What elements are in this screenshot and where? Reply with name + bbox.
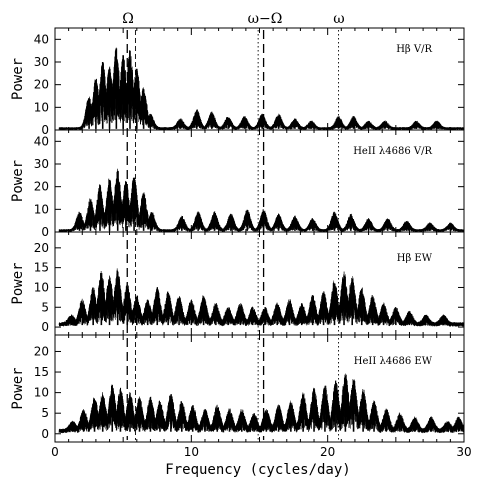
y-tick-label: 30 — [34, 55, 49, 69]
y-tick-label: 40 — [34, 134, 49, 148]
periodogram-series — [58, 168, 464, 232]
y-tick-label: 20 — [34, 78, 49, 92]
y-tick-label: 0 — [41, 427, 49, 441]
periodogram-series — [58, 47, 464, 130]
x-axis-title: Frequency (cycles/day) — [165, 462, 350, 478]
panel-label: HeII λ4686 V/R — [353, 146, 432, 157]
panel-label: HeII λ4686 EW — [354, 356, 433, 367]
panel-1: 0 10 20 30 40 Hβ V/R Power — [10, 27, 465, 137]
y-tick-label: 10 — [34, 202, 49, 216]
y-axis-title: Power — [10, 262, 26, 304]
marker-label-omega-minus: ω−Ω — [248, 11, 283, 27]
y-tick-label: 0 — [41, 123, 49, 137]
x-tick-label: 30 — [456, 445, 471, 459]
y-tick-label: 15 — [34, 261, 49, 275]
y-tick-label: 30 — [34, 157, 49, 171]
panel-label: Hβ EW — [397, 253, 433, 264]
y-tick-label: 20 — [34, 344, 49, 358]
marker-label-omega-small: ω — [333, 11, 344, 27]
panel-label: Hβ V/R — [396, 44, 432, 55]
y-axis-title: Power — [10, 160, 26, 202]
x-tick-label: 10 — [184, 445, 199, 459]
periodogram-series — [58, 373, 464, 434]
panel-4: 0 5 10 15 20 HeII λ4686 EW Power — [10, 334, 465, 443]
periodogram-series — [58, 268, 464, 327]
x-tick-labels: 0 10 20 30 — [51, 445, 471, 459]
panels-group: 0 10 20 30 40 Hβ V/R Power 0 10 20 30 40 HeII λ4686 … — [10, 27, 465, 443]
x-tick-label: 20 — [320, 445, 335, 459]
y-tick-label: 40 — [34, 32, 49, 46]
x-tick-label: 0 — [51, 445, 59, 459]
y-tick-label: 15 — [34, 365, 49, 379]
y-tick-label: 10 — [34, 100, 49, 114]
y-axis-title: Power — [10, 58, 26, 100]
panel-3: 0 5 10 15 20 Hβ EW Power — [10, 231, 465, 336]
marker-label-omega-big: Ω — [122, 11, 134, 27]
frequency-markers — [126, 30, 340, 440]
y-tick-label: 20 — [34, 241, 49, 255]
panel-2: 0 10 20 30 40 HeII λ4686 V/R Power — [10, 129, 465, 239]
y-tick-label: 0 — [41, 225, 49, 239]
y-tick-label: 10 — [34, 280, 49, 294]
y-axis-title: Power — [10, 367, 26, 409]
y-tick-label: 10 — [34, 386, 49, 400]
y-tick-label: 5 — [41, 406, 49, 420]
y-tick-label: 0 — [41, 320, 49, 334]
y-tick-label: 20 — [34, 180, 49, 194]
y-tick-label: 5 — [41, 300, 49, 314]
